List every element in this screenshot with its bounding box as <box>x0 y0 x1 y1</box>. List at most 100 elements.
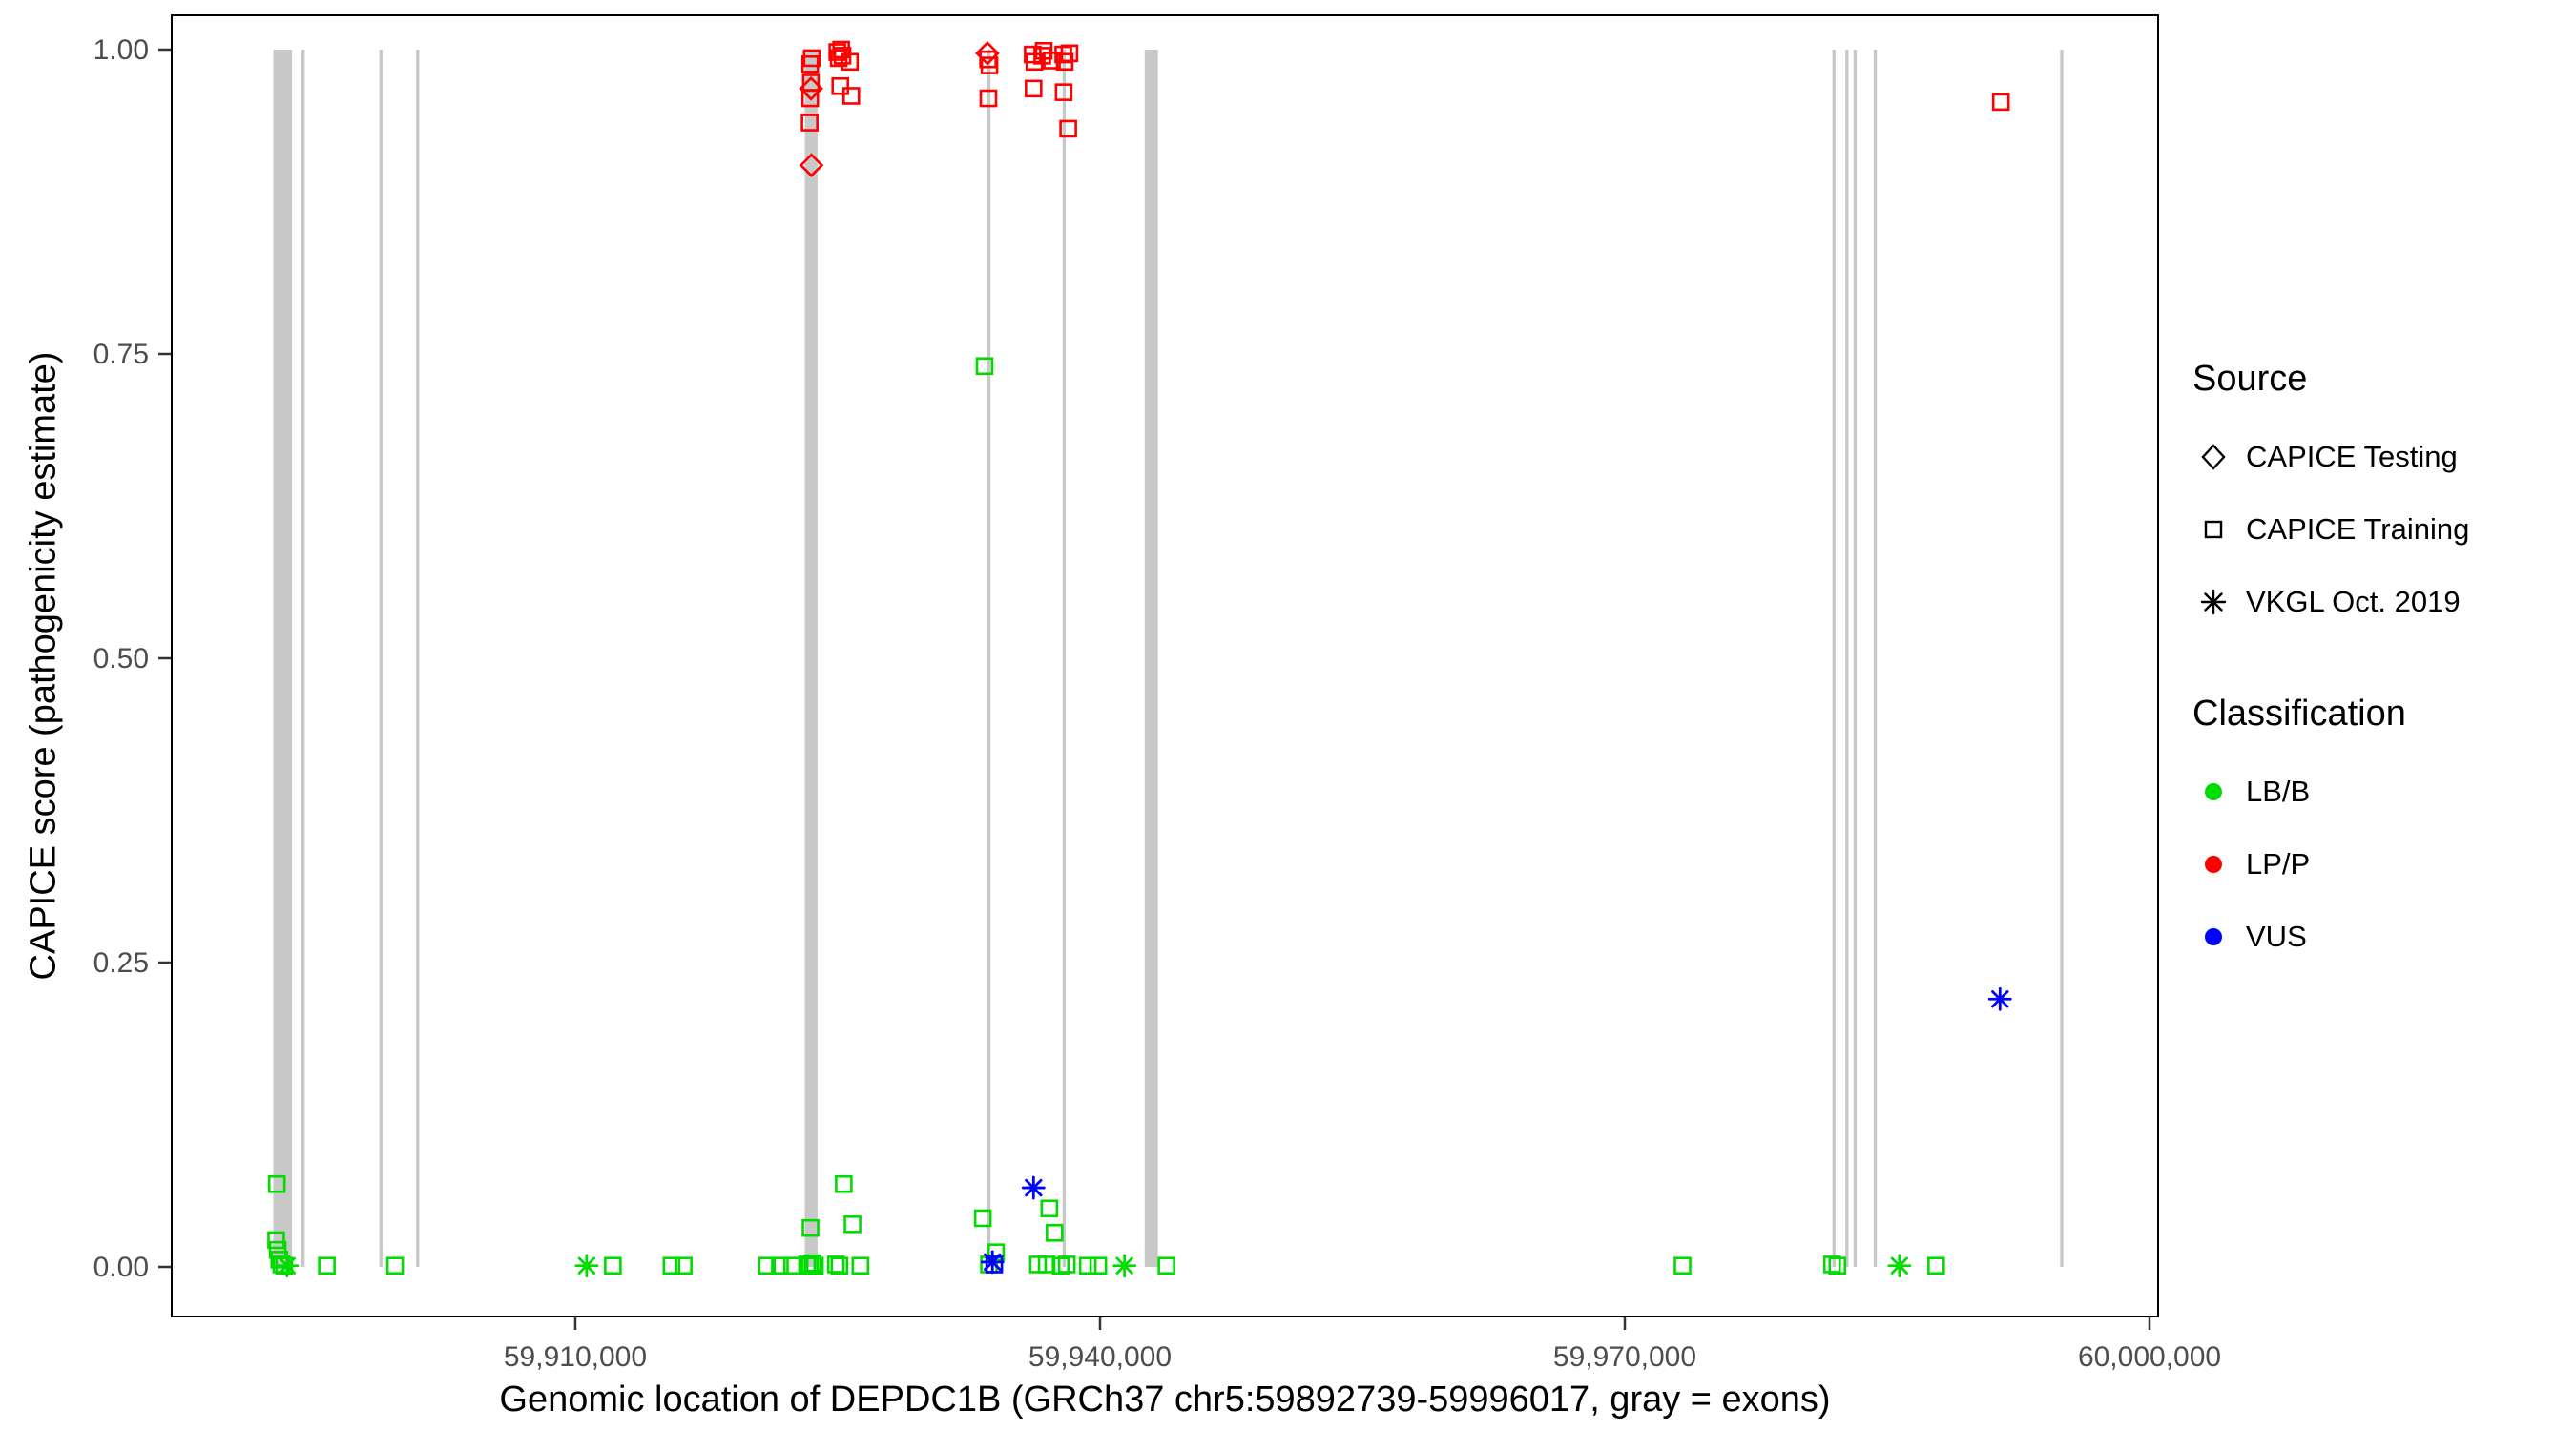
data-point-square <box>979 89 998 108</box>
legend-label-vkgl: VKGL Oct. 2019 <box>2246 585 2461 618</box>
y-tick-label: 0.00 <box>93 1252 149 1283</box>
data-point-square <box>1078 1256 1097 1275</box>
panel-border <box>171 14 2159 1317</box>
x-tick-label: 59,910,000 <box>504 1341 647 1373</box>
lbb-color-dot-icon <box>2192 771 2246 813</box>
data-point-square <box>1025 79 1043 98</box>
exon-bar <box>1845 50 1849 1267</box>
legend-item-lpp: LP/P <box>2192 828 2565 901</box>
data-point-square <box>267 1174 286 1193</box>
data-point-square <box>851 1256 870 1275</box>
data-point-square <box>800 114 819 132</box>
data-point-square <box>385 1256 405 1275</box>
data-point-asterisk <box>1991 990 2009 1008</box>
data-point-square <box>841 87 861 105</box>
exon-bar <box>379 50 383 1267</box>
legend: Source CAPICE Testing CAPICE Training <box>2192 359 2565 973</box>
exon-bar <box>1144 50 1158 1267</box>
data-point-asterisk <box>1890 1256 1909 1275</box>
y-tick-label: 0.50 <box>93 643 149 674</box>
legend-classification-title: Classification <box>2192 694 2406 734</box>
data-point-square <box>973 1209 992 1228</box>
data-point-square <box>802 49 821 68</box>
data-point-square <box>1673 1256 1692 1275</box>
data-point-square <box>1040 1199 1059 1218</box>
exon-bar <box>987 50 991 1267</box>
legend-group-source: Source CAPICE Testing CAPICE Training <box>2192 359 2565 638</box>
data-point-square <box>1037 1255 1056 1274</box>
data-point-square <box>1043 52 1061 70</box>
data-point-square <box>830 1256 849 1275</box>
data-point-asterisk <box>1025 1178 1043 1197</box>
data-point-square <box>1046 1223 1064 1242</box>
data-point-square <box>843 1215 862 1234</box>
data-point-square <box>841 52 860 72</box>
y-tick-label: 0.75 <box>93 339 149 370</box>
x-axis-title: Genomic location of DEPDC1B (GRCh37 chr5… <box>499 1379 1831 1420</box>
data-point-square <box>1060 44 1079 63</box>
data-point-square <box>801 1218 820 1237</box>
data-point-diamond <box>799 75 823 101</box>
data-point-square <box>803 1254 821 1273</box>
exon-bar <box>1853 50 1858 1267</box>
data-point-square <box>1927 1256 1945 1275</box>
data-point-square <box>975 357 994 376</box>
exon-bar <box>416 50 420 1267</box>
data-point-asterisk <box>1115 1256 1133 1275</box>
legend-label-vus: VUS <box>2246 920 2307 953</box>
data-point-square <box>1033 47 1051 65</box>
exon-bar <box>1873 50 1878 1267</box>
lpp-color-dot-icon <box>2192 843 2246 885</box>
data-point-square <box>831 76 850 95</box>
legend-item-lbb: LB/B <box>2192 756 2565 828</box>
data-point-square <box>800 55 820 73</box>
data-point-square <box>800 89 820 108</box>
exon-bar <box>301 50 305 1267</box>
legend-item-vkgl: VKGL Oct. 2019 <box>2192 566 2565 638</box>
data-point-square <box>1991 93 2010 112</box>
diamond-icon <box>2192 436 2246 478</box>
x-tick-label: 59,970,000 <box>1553 1341 1696 1373</box>
legend-item-capice-testing: CAPICE Testing <box>2192 421 2565 493</box>
exon-bar <box>2060 50 2064 1267</box>
exon-bar <box>804 50 818 1267</box>
legend-label-capice-training: CAPICE Training <box>2246 512 2470 546</box>
data-point-square <box>318 1256 336 1275</box>
data-point-square <box>1057 1255 1076 1274</box>
data-point-square <box>805 1256 824 1275</box>
data-point-square <box>1059 119 1077 138</box>
data-point-square <box>771 1256 789 1275</box>
exon-bar <box>1062 50 1067 1267</box>
exon-bar <box>273 50 293 1267</box>
data-point-square <box>1089 1256 1108 1275</box>
vus-color-dot-icon <box>2192 916 2246 958</box>
data-point-square <box>675 1256 693 1275</box>
legend-item-vus: VUS <box>2192 901 2565 973</box>
data-point-square <box>985 1255 1004 1274</box>
x-tick-label: 60,000,000 <box>2078 1341 2221 1373</box>
y-axis-title: CAPICE score (pathogenicity estimate) <box>23 351 64 981</box>
data-point-asterisk <box>577 1256 596 1275</box>
data-point-diamond <box>975 40 1000 66</box>
x-tick-label: 59,940,000 <box>1028 1341 1172 1373</box>
data-point-square <box>828 43 846 61</box>
legend-label-lbb: LB/B <box>2246 775 2311 808</box>
data-point-square <box>1828 1256 1847 1275</box>
data-point-square <box>662 1256 681 1275</box>
asterisk-icon <box>2192 581 2246 623</box>
data-point-diamond <box>799 153 824 178</box>
data-point-square <box>758 1256 777 1275</box>
square-icon <box>2192 508 2246 550</box>
legend-label-capice-testing: CAPICE Testing <box>2246 440 2458 473</box>
legend-label-lpp: LP/P <box>2246 847 2311 881</box>
data-point-square <box>835 1174 853 1193</box>
exon-bar <box>1832 50 1836 1267</box>
y-tick-label: 0.25 <box>93 947 149 979</box>
legend-source-title: Source <box>2192 359 2308 399</box>
data-point-square <box>604 1256 622 1275</box>
data-point-square <box>267 1231 285 1250</box>
y-tick-label: 1.00 <box>93 34 149 66</box>
legend-item-capice-training: CAPICE Training <box>2192 493 2565 566</box>
